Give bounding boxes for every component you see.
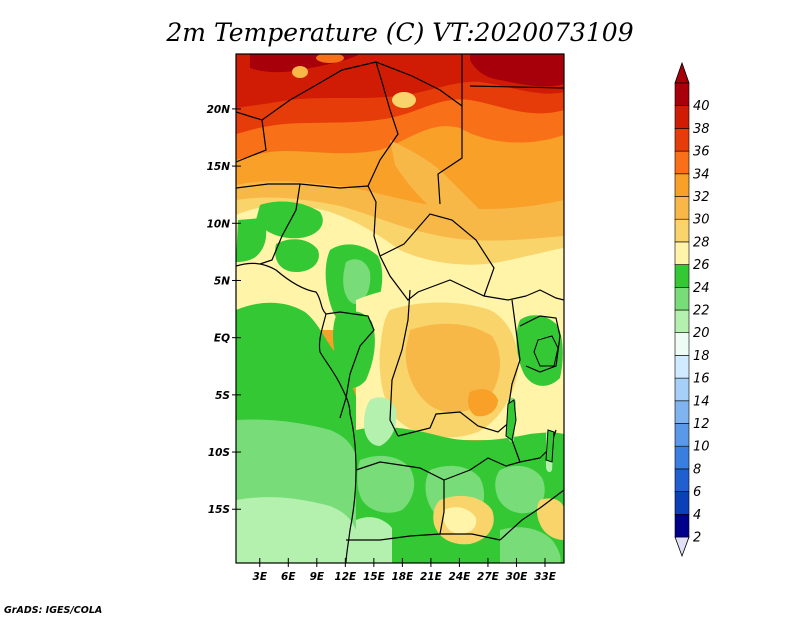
lon-tick-label: 15E xyxy=(363,571,386,583)
colorbar-label: 30 xyxy=(693,213,710,228)
colorbar-swatch xyxy=(674,377,690,402)
lon-tick-label: 27E xyxy=(477,571,500,583)
lon-tick-label: 12E xyxy=(334,571,357,583)
colorbar-swatch xyxy=(674,128,690,152)
colorbar-swatch xyxy=(674,264,690,288)
colorbar-swatch xyxy=(674,150,690,175)
colorbar-swatch xyxy=(674,173,690,197)
colorbar-swatch xyxy=(674,355,690,379)
colorbar-swatch xyxy=(674,513,690,538)
country-borders xyxy=(236,54,564,563)
colorbar-over-arrow xyxy=(674,61,690,84)
temperature-field xyxy=(236,54,564,563)
lat-tick-label: 10N xyxy=(207,218,231,230)
lakes xyxy=(505,335,559,463)
colorbar-label: 24 xyxy=(693,281,710,296)
lon-tick-label: 21E xyxy=(420,571,443,583)
lat-tick-label: 20N xyxy=(207,104,231,116)
lon-tick-label: 30E xyxy=(506,571,529,583)
colorbar-swatch xyxy=(674,82,690,107)
colorbar-swatch xyxy=(674,468,690,492)
lat-tick-label: 5S xyxy=(215,390,230,402)
colorbar-swatch xyxy=(674,241,690,265)
colorbar-label: 36 xyxy=(693,145,710,160)
colorbar-swatch xyxy=(674,105,690,129)
colorbar-label: 14 xyxy=(693,394,710,409)
colorbar-label: 34 xyxy=(693,167,710,182)
colorbar-swatch xyxy=(674,286,690,311)
colorbar-label: 12 xyxy=(693,417,710,432)
lon-tick-label: 9E xyxy=(310,571,325,583)
colorbar-swatch xyxy=(674,196,690,220)
colorbar-label: 10 xyxy=(693,440,710,455)
credit-label: GrADS: IGES/COLA xyxy=(4,605,102,616)
colorbar-swatch xyxy=(674,400,690,424)
plot-frame xyxy=(235,53,565,564)
colorbar-label: 28 xyxy=(693,235,710,250)
lat-tick-label: 15S xyxy=(208,504,230,516)
lon-tick-label: 3E xyxy=(253,571,268,583)
colorbar-label: 40 xyxy=(693,99,710,114)
colorbar-swatch xyxy=(674,423,690,447)
lat-tick-label: EQ xyxy=(214,333,230,345)
lat-tick-label: 10S xyxy=(208,447,230,459)
lon-tick-label: 6E xyxy=(281,571,296,583)
lon-tick-label: 24E xyxy=(449,571,472,583)
lon-tick-label: 33E xyxy=(534,571,557,583)
colorbar-swatch xyxy=(674,218,690,243)
colorbar-label: 22 xyxy=(693,304,710,319)
longitude-axis: 3E 6E 9E 12E 15E 18E 21E 24E 27E 30E 33E xyxy=(253,558,557,583)
colorbar-label: 26 xyxy=(693,258,710,273)
colorbar-swatch xyxy=(674,332,690,356)
colorbar-label: 20 xyxy=(693,326,710,341)
colorbar-label: 16 xyxy=(693,372,710,387)
colorbar-under-arrow xyxy=(674,536,690,558)
lon-tick-label: 18E xyxy=(391,571,414,583)
colorbar-label: 4 xyxy=(693,508,701,523)
lat-tick-label: 5N xyxy=(214,275,230,287)
colorbar-label: 38 xyxy=(693,122,710,137)
colorbar-swatch xyxy=(674,309,690,334)
colorbar-swatch xyxy=(674,445,690,470)
colorbar-label: 8 xyxy=(693,462,701,477)
lat-tick-label: 15N xyxy=(207,161,231,173)
latitude-axis: 20N 15N 10N 5N EQ 5S 10S 15S xyxy=(207,104,241,516)
colorbar-label: 2 xyxy=(693,531,701,546)
map-title: 2m Temperature (C) VT:2020073109 xyxy=(165,18,633,47)
colorbar-swatch xyxy=(674,491,690,515)
colorbar-label: 32 xyxy=(693,190,710,205)
colorbar-label: 6 xyxy=(693,485,701,500)
colorbar-label: 18 xyxy=(693,349,710,364)
